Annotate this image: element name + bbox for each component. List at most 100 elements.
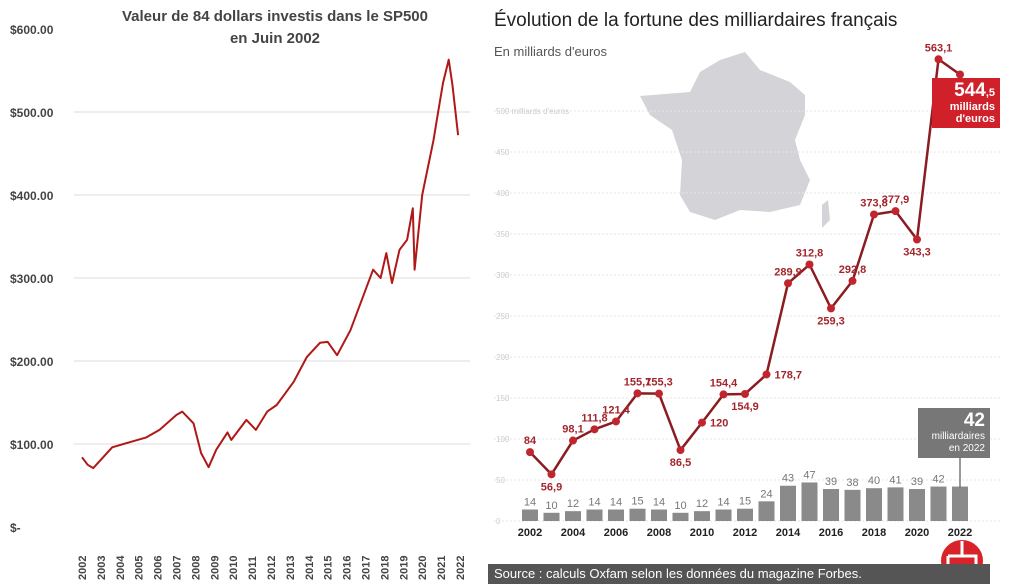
x-tick-label: 2007	[172, 556, 184, 580]
x-tick-label: 2006	[604, 527, 628, 539]
count-bar	[909, 489, 925, 521]
bar-label: 14	[524, 497, 536, 509]
point-label: 98,1	[562, 424, 583, 436]
bar-label: 38	[846, 477, 858, 489]
fortune-point	[891, 207, 900, 216]
x-tick-label: 2019	[398, 556, 410, 580]
sp500-chart: $- $100.00 $200.00 $300.00 $400.00 $500.00 $60…	[10, 23, 470, 580]
fortune-point	[612, 417, 620, 426]
point-label: 563,1	[925, 42, 953, 54]
y-tick-label: 100	[496, 435, 510, 444]
corsica-map	[822, 200, 830, 228]
count-bar	[672, 512, 689, 521]
count-annotation: 42 milliardaires en 2022	[918, 408, 990, 458]
point-label: 155,3	[645, 377, 673, 389]
x-tick-label: 2006	[153, 556, 165, 580]
bar-label: 15	[739, 496, 751, 508]
point-label: 373,8	[860, 197, 888, 209]
bar-label: 39	[825, 476, 837, 488]
fortune-point	[655, 389, 663, 398]
left-title-line-1: Valeur de 84 dollars investis dans le SP…	[122, 8, 428, 25]
x-tick-label: 2018	[862, 527, 886, 539]
x-tick-label: 2004	[115, 555, 127, 580]
fortune-point	[913, 235, 921, 244]
point-label: 289,9	[774, 266, 802, 278]
point-label: 154,4	[710, 377, 738, 389]
fortune-line1: milliards	[949, 101, 995, 113]
left-chart-title: Valeur de 84 dollars investis dans le SP…	[60, 6, 490, 50]
fortune-point	[676, 446, 685, 455]
y-tick-label: 250	[496, 312, 510, 321]
y-tick-label: $600.00	[10, 23, 54, 37]
x-tick-label: 2016	[342, 556, 354, 580]
count-bar	[780, 485, 796, 521]
count-bar	[608, 509, 624, 521]
count-bar	[930, 486, 947, 521]
point-label: 343,3	[903, 246, 931, 258]
fortune-point	[870, 210, 878, 219]
x-tick-label: 2020	[417, 556, 429, 580]
point-label: 56,9	[541, 481, 562, 493]
bar-label: 14	[717, 497, 729, 509]
bar-label: 43	[782, 473, 794, 485]
point-label: 377,9	[882, 194, 910, 206]
bar-label: 39	[911, 476, 923, 488]
x-tick-label: 2012	[733, 527, 757, 539]
point-label: 178,7	[775, 369, 803, 381]
y-tick-label: $500.00	[10, 106, 54, 120]
x-tick-label: 2004	[561, 527, 586, 539]
fortune-point	[934, 55, 943, 64]
fortune-decimal: ,5	[985, 87, 995, 99]
point-label: 84	[524, 435, 537, 447]
point-label: 259,3	[817, 315, 845, 327]
count-bar	[844, 489, 861, 521]
count-bar	[651, 509, 667, 521]
x-tick-label: 2014	[776, 527, 801, 539]
count-bar	[715, 509, 732, 521]
fortune-point	[526, 448, 534, 457]
bar-label: 14	[653, 497, 665, 509]
fortune-annotation: 544,5 milliards d'euros	[932, 78, 1000, 128]
count-bar	[737, 508, 753, 521]
bar-label: 42	[932, 474, 944, 486]
count-bar	[586, 509, 603, 521]
x-tick-label: 2011	[247, 556, 259, 580]
count-bar	[522, 509, 538, 521]
right-chart-title: Évolution de la fortune des milliardaire…	[494, 10, 898, 31]
fortune-point	[827, 304, 835, 313]
x-tick-label: 2022	[948, 527, 972, 539]
bar-label: 10	[545, 500, 557, 512]
sp500-line	[81, 58, 460, 470]
count-bar	[758, 501, 775, 521]
fortune-point	[784, 279, 792, 288]
bar-label: 15	[631, 496, 643, 508]
right-chart-subtitle: En milliards d'euros	[494, 44, 608, 59]
x-tick-label: 2022	[455, 556, 467, 580]
x-tick-label: 2015	[323, 556, 335, 580]
fortune-point	[547, 470, 556, 479]
point-label: 155,7	[624, 376, 652, 388]
y-tick-label: 300	[496, 271, 510, 280]
count-bar	[887, 487, 904, 521]
bar-label: 47	[803, 469, 815, 481]
bar-label: 12	[567, 498, 579, 510]
y-tick-label: $400.00	[10, 189, 54, 203]
left-title-line-2: en Juin 2002	[229, 30, 321, 47]
x-tick-label: 2018	[379, 556, 391, 580]
x-tick-label: 2016	[819, 527, 843, 539]
fortune-point	[848, 276, 857, 285]
fortune-point	[590, 425, 599, 434]
y-tick-label: 450	[496, 148, 510, 157]
y-tick-label: 350	[496, 230, 510, 239]
x-tick-label: 2014	[304, 555, 316, 580]
point-label: 312,8	[796, 248, 824, 260]
count-bar	[801, 482, 818, 521]
x-tick-label: 2008	[190, 556, 202, 580]
fortune-point	[719, 390, 728, 399]
y-tick-label: 0	[496, 517, 501, 526]
x-tick-label: 2003	[96, 556, 108, 580]
y-tick-label: 50	[496, 476, 505, 485]
fortune-value: 544	[954, 80, 986, 101]
fortune-line2: d'euros	[955, 113, 995, 125]
y-tick-label: $200.00	[10, 355, 54, 369]
